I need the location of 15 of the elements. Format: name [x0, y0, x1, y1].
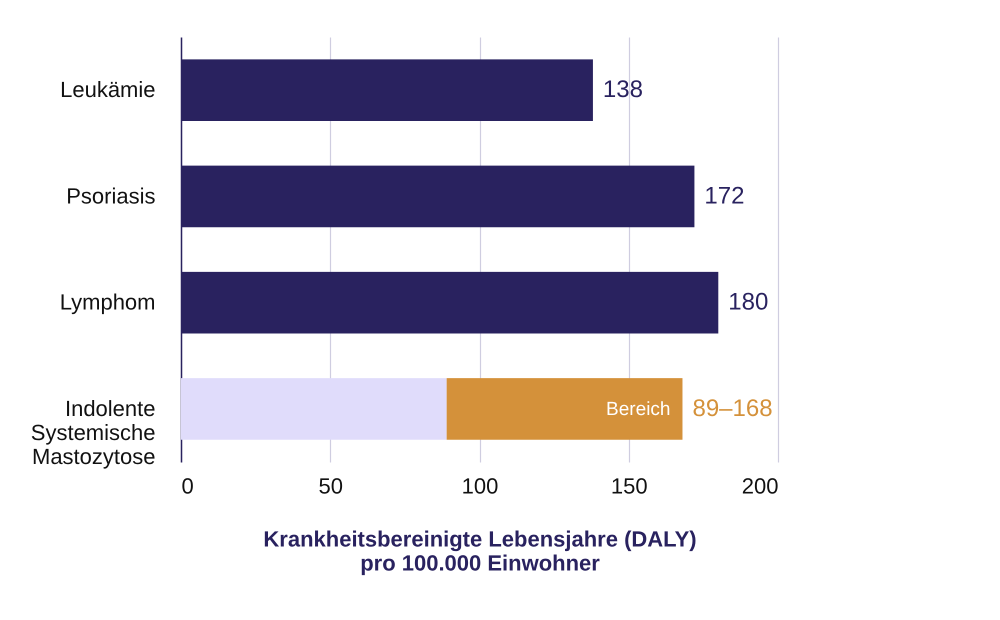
data-label: 138: [602, 76, 643, 104]
y-tick-label: Lymphom: [60, 290, 156, 315]
x-tick-label: 50: [318, 474, 343, 498]
data-label: 172: [704, 182, 744, 210]
annotation: Bereich: [606, 398, 670, 420]
x-tick-label: 200: [742, 474, 778, 498]
y-tick-label: Psoriasis: [66, 183, 156, 208]
x-tick-label: 100: [462, 474, 498, 498]
data-label: 89–168: [692, 394, 773, 422]
data-label: 180: [728, 288, 768, 316]
x-tick-label: 0: [182, 474, 194, 498]
y-tick-label: Leukämie: [60, 77, 156, 102]
x-axis-title: Krankheitsbereinigte Lebensjahre (DALY) pro 100.000 Einwohner: [263, 526, 697, 576]
x-tick-label: 150: [610, 474, 648, 498]
y-tick-label: Indolente Systemische Mastozytose: [30, 396, 156, 469]
